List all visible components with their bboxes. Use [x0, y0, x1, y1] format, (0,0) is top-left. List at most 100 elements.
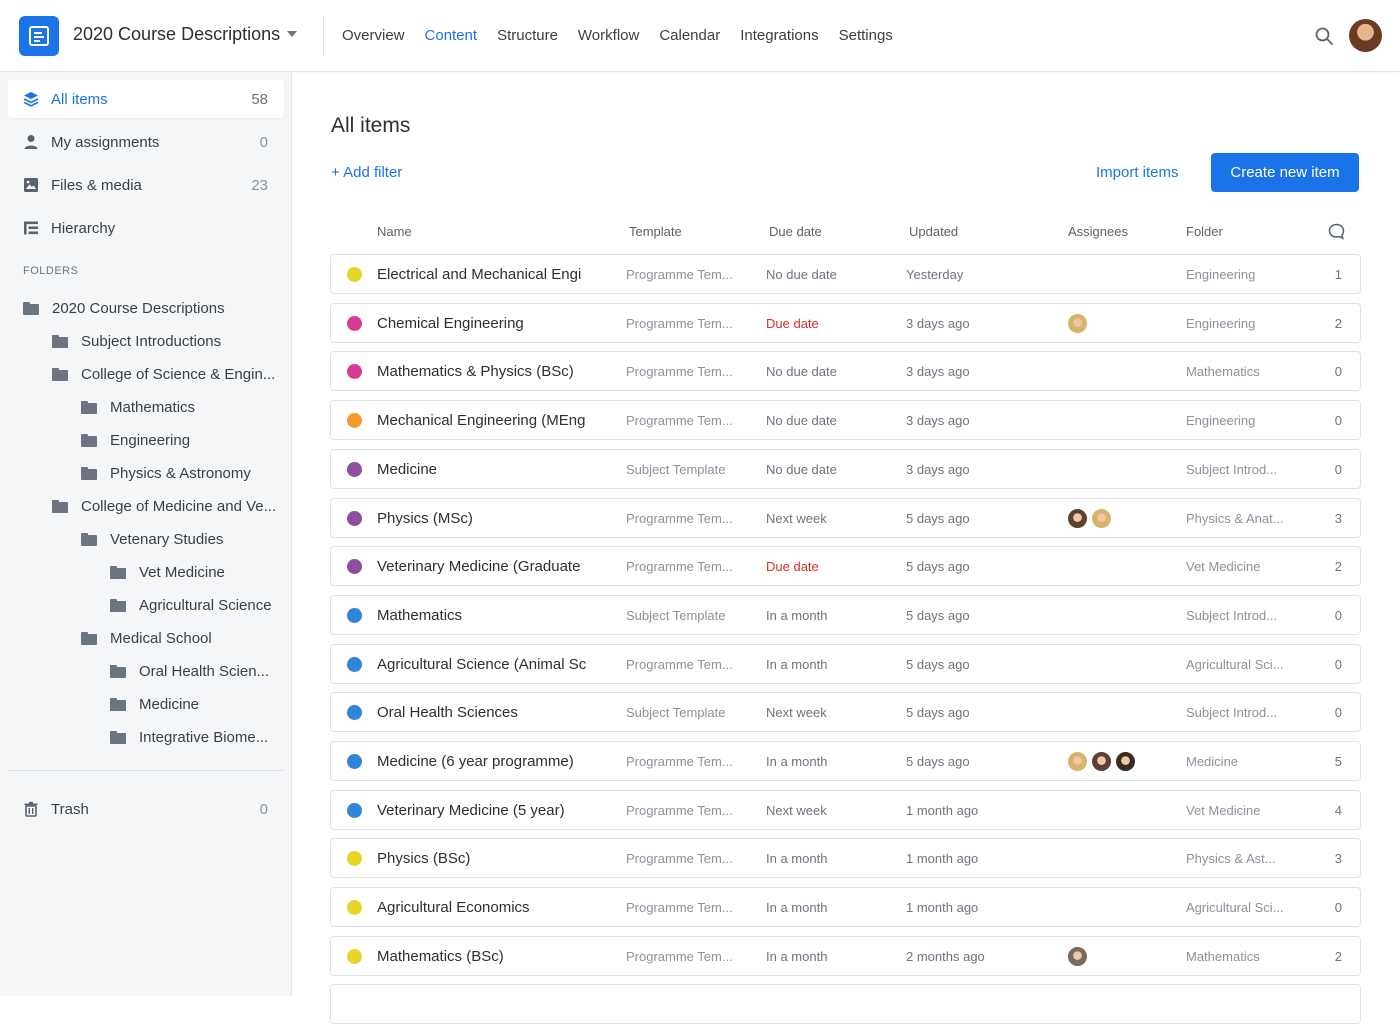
item-name[interactable]: Medicine (6 year programme)	[377, 753, 574, 770]
item-folder: Physics & Anat...	[1186, 510, 1284, 526]
folder-label: Medical School	[110, 629, 212, 647]
item-name[interactable]: Medicine	[377, 460, 438, 478]
folder-icon	[110, 730, 126, 744]
folder-item[interactable]: Subject Introductions	[52, 327, 221, 355]
item-name[interactable]: Agricultural Science (Animal Sc	[377, 655, 587, 673]
sidebar-item-trash[interactable]: Trash 0	[8, 790, 284, 828]
folder-icon	[52, 334, 68, 348]
app-logo[interactable]	[19, 16, 59, 56]
folder-item[interactable]: Engineering	[81, 426, 190, 454]
table-row[interactable]: Electrical and Mechanical Engi Programme …	[330, 254, 1361, 294]
column-header-name[interactable]: Name	[377, 224, 412, 239]
folder-item[interactable]: Agricultural Science	[110, 591, 272, 619]
nav-settings[interactable]: Settings	[838, 27, 893, 44]
folder-item[interactable]: College of Science & Engin...	[52, 360, 275, 388]
item-template: Programme Tem...	[626, 510, 733, 526]
folder-icon	[110, 664, 126, 678]
avatar[interactable]	[1066, 944, 1089, 968]
table-row[interactable]: Agricultural Economics Programme Tem... In…	[330, 887, 1361, 928]
item-name[interactable]: Agricultural Economics	[377, 899, 530, 917]
item-name[interactable]: Mechanical Engineering (MEng	[377, 412, 586, 430]
folders-header: FOLDERS	[23, 265, 79, 277]
nav-structure[interactable]: Structure	[497, 27, 558, 44]
avatar[interactable]	[1090, 750, 1113, 773]
table-row[interactable]: Agricultural Science (Animal Sc Programme…	[330, 643, 1361, 684]
column-header-template[interactable]: Template	[629, 224, 682, 239]
search-icon[interactable]	[1314, 26, 1334, 46]
table-row[interactable]: Mechanical Engineering (MEng Programme Te…	[330, 400, 1361, 441]
table-row[interactable]: Physics (MSc) Programme Tem... Next week 5 …	[330, 497, 1361, 538]
folder-item[interactable]: College of Medicine and Ve...	[52, 492, 276, 520]
item-name[interactable]: Physics (MSc)	[377, 509, 473, 527]
item-name[interactable]: Physics (BSc)	[377, 850, 471, 868]
table-row[interactable]: Medicine Subject Template No due date 3 day…	[330, 448, 1361, 489]
nav-integrations[interactable]: Integrations	[740, 27, 819, 44]
avatar[interactable]	[1066, 311, 1089, 335]
item-updated: 5 days ago	[906, 510, 970, 526]
table-row[interactable]: Mathematics Subject Template In a month 5 d…	[330, 594, 1361, 635]
table-row-partial[interactable]	[330, 984, 1361, 1024]
sidebar-item-label: Trash	[51, 800, 89, 818]
item-name[interactable]: Oral Health Sciences	[377, 704, 518, 722]
item-template: Programme Tem...	[626, 948, 733, 964]
item-name[interactable]: Chemical Engineering	[377, 314, 524, 332]
item-name[interactable]: Mathematics	[377, 606, 463, 624]
item-folder: Physics & Ast...	[1186, 851, 1276, 867]
add-filter-button[interactable]: + Add filter	[331, 164, 403, 181]
column-header-folder[interactable]: Folder	[1186, 224, 1223, 239]
nav-content[interactable]: Content	[424, 27, 478, 44]
sidebar-item-files-media[interactable]: Files & media 23	[8, 166, 284, 204]
avatar[interactable]	[1114, 750, 1137, 773]
main-nav: Overview Content Structure Workflow Cale…	[342, 27, 893, 44]
item-template: Programme Tem...	[626, 851, 733, 867]
avatar[interactable]	[1090, 506, 1113, 530]
item-name[interactable]: Mathematics (BSc)	[377, 947, 504, 965]
comment-icon[interactable]	[1328, 223, 1345, 240]
nav-workflow[interactable]: Workflow	[577, 27, 640, 44]
item-name[interactable]: Veterinary Medicine (Graduate	[377, 558, 581, 576]
folder-item[interactable]: Vet Medicine	[110, 558, 225, 586]
folder-item[interactable]: Medical School	[81, 624, 212, 652]
folder-item[interactable]: Vetenary Studies	[81, 525, 223, 553]
item-name[interactable]: Mathematics & Physics (BSc)	[377, 363, 574, 381]
folder-item[interactable]: Physics & Astronomy	[81, 459, 251, 487]
avatar[interactable]	[1066, 506, 1089, 530]
user-avatar[interactable]	[1349, 19, 1382, 52]
sidebar-item-all-items[interactable]: All items 58	[8, 80, 284, 118]
column-header-assignees[interactable]: Assignees	[1068, 224, 1128, 239]
table-row[interactable]: Veterinary Medicine (5 year) Programme Te…	[330, 789, 1361, 830]
folder-item[interactable]: 2020 Course Descriptions	[23, 294, 225, 322]
item-name[interactable]: Electrical and Mechanical Engi	[377, 266, 582, 283]
table-row[interactable]: Mathematics & Physics (BSc) Programme Tem…	[330, 351, 1361, 392]
table-row[interactable]: Mathematics (BSc) Programme Tem... In a mo…	[330, 935, 1361, 976]
folder-item[interactable]: Oral Health Scien...	[110, 657, 269, 685]
item-name[interactable]: Veterinary Medicine (5 year)	[377, 801, 565, 819]
comment-count: 4	[1334, 802, 1342, 818]
create-new-item-button[interactable]: Create new item	[1211, 153, 1359, 192]
avatar[interactable]	[1066, 750, 1089, 773]
item-updated: 1 month ago	[906, 851, 979, 867]
table-row[interactable]: Veterinary Medicine (Graduate Programme T…	[330, 546, 1361, 587]
item-template: Subject Template	[626, 461, 726, 477]
item-folder: Vet Medicine	[1186, 802, 1261, 818]
folder-item[interactable]: Integrative Biome...	[110, 723, 268, 751]
folder-icon	[81, 433, 97, 447]
status-dot	[347, 364, 362, 380]
sidebar-item-my-assignments[interactable]: My assignments 0	[8, 123, 284, 161]
table-row[interactable]: Chemical Engineering Programme Tem... Due …	[330, 302, 1361, 343]
folder-item[interactable]: Mathematics	[81, 393, 195, 421]
table-row[interactable]: Medicine (6 year programme) Programme Tem…	[330, 741, 1361, 781]
folder-item[interactable]: Medicine	[110, 690, 199, 718]
column-header-updated[interactable]: Updated	[909, 224, 959, 239]
sidebar-item-hierarchy[interactable]: Hierarchy	[8, 209, 284, 247]
nav-overview[interactable]: Overview	[342, 27, 405, 44]
chevron-down-icon[interactable]	[287, 31, 297, 37]
column-header-due-date[interactable]: Due date	[769, 224, 822, 239]
table-row[interactable]: Physics (BSc) Programme Tem... In a month 1…	[330, 838, 1361, 879]
nav-calendar[interactable]: Calendar	[659, 27, 721, 44]
import-items-button[interactable]: Import items	[1096, 164, 1179, 181]
table-row[interactable]: Oral Health Sciences Subject Template Next…	[330, 692, 1361, 733]
project-title[interactable]: 2020 Course Descriptions	[73, 24, 281, 44]
folder-icon	[52, 367, 68, 381]
status-dot	[347, 413, 362, 429]
